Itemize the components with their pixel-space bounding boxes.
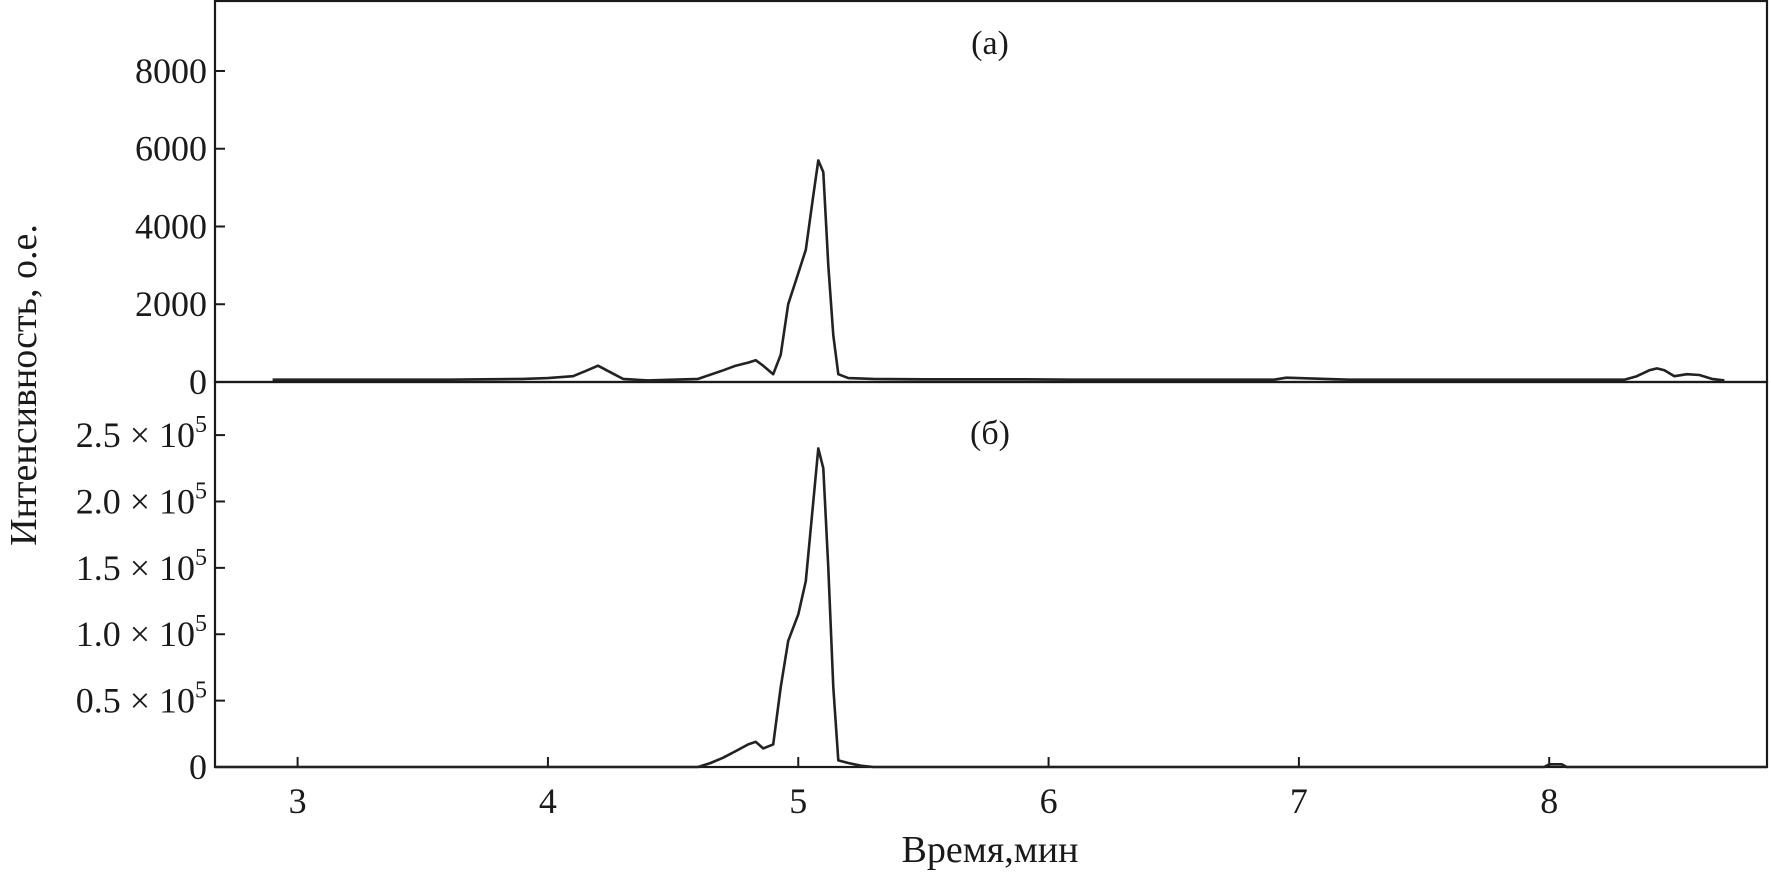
y-tick-label: 2.5 × 105 (76, 412, 207, 455)
y-tick-label: 8000 (135, 51, 207, 91)
panel-a-trace (272, 159, 1725, 382)
panel-b-label: (б) (970, 415, 1010, 452)
x-tick-label: 8 (1540, 781, 1558, 821)
y-tick-label: 2000 (135, 284, 207, 324)
y-tick-label: 0 (189, 747, 207, 787)
x-axis-title: Время,мин (902, 829, 1079, 871)
x-tick-label: 6 (1040, 781, 1058, 821)
y-tick-label: 6000 (135, 129, 207, 169)
x-tick-label: 5 (789, 781, 807, 821)
panel-a-y-ticks: 0 2000 4000 6000 8000 (135, 51, 225, 402)
y-tick-label: 1.5 × 105 (76, 545, 207, 588)
x-axis-ticks: 3 4 5 6 7 8 (289, 757, 1558, 821)
panel-a-label: (a) (971, 25, 1009, 62)
panel-b-y-ticks: 0 0.5 × 105 1.0 × 105 1.5 × 105 2.0 × 105 2.5… (76, 412, 225, 787)
panel-b-trace (215, 447, 1767, 769)
x-tick-label: 3 (289, 781, 307, 821)
y-tick-label: 2.0 × 105 (76, 478, 207, 521)
x-tick-label: 7 (1290, 781, 1308, 821)
y-tick-label: 0 (189, 362, 207, 402)
x-tick-label: 4 (539, 781, 557, 821)
y-tick-label: 1.0 × 105 (76, 611, 207, 654)
y-tick-label: 0.5 × 105 (76, 678, 207, 721)
y-axis-title: Интенсивность, о.е. (3, 224, 45, 546)
y-tick-label: 4000 (135, 206, 207, 246)
